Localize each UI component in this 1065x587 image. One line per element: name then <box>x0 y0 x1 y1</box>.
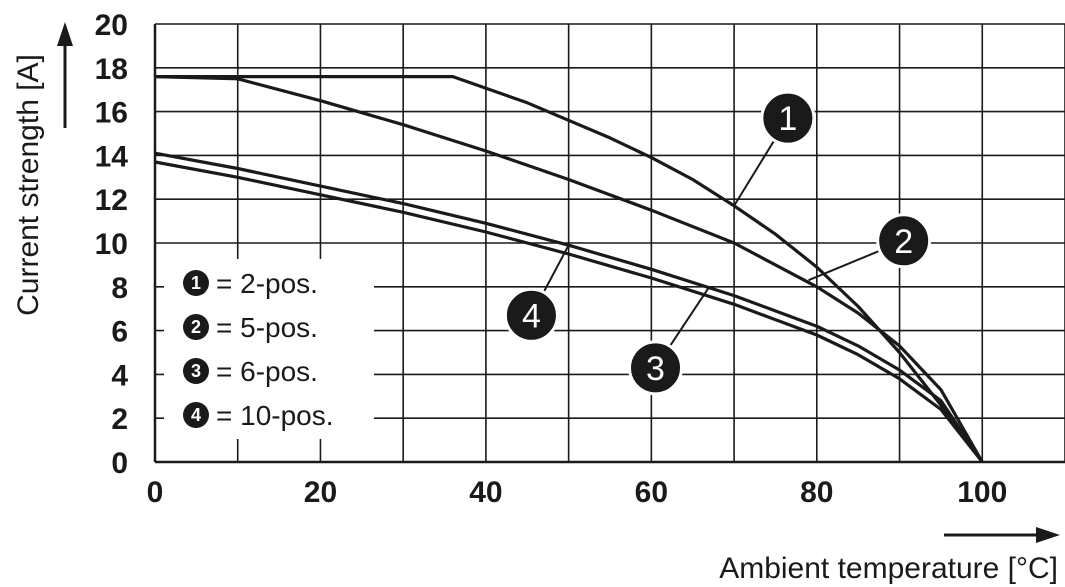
x-tick-label: 0 <box>147 476 164 509</box>
series-line-2 <box>154 75 984 463</box>
callout-number-4: 4 <box>522 297 541 335</box>
legend-marker-number-1: 1 <box>191 273 201 293</box>
legend-label-2: = 5-pos. <box>216 312 318 343</box>
y-tick-label: 0 <box>111 447 128 480</box>
callout-marker-1 <box>760 90 816 146</box>
legend-label-1: = 2-pos. <box>216 268 318 299</box>
callout-number-3: 3 <box>646 350 665 388</box>
callout-marker-4 <box>503 287 559 343</box>
x-tick-label: 60 <box>635 476 668 509</box>
y-tick-label: 2 <box>111 403 128 436</box>
y-tick-label: 20 <box>95 9 128 42</box>
callouts: 1 2 3 4 <box>503 90 932 396</box>
grid <box>153 23 1065 464</box>
series-line-3 <box>154 160 984 463</box>
callout-number-1: 1 <box>778 100 797 138</box>
axis-titles: Current strength [A] Ambient temperature… <box>12 22 1060 585</box>
y-axis-label: Current strength [A] <box>12 54 45 316</box>
y-tick-label: 14 <box>95 140 129 173</box>
x-axis-label: Ambient temperature [°C] <box>719 552 1058 585</box>
y-tick-label: 18 <box>95 53 128 86</box>
legend: 1 = 2-pos. 2 = 5-pos. 3 = 6-pos. 4 = 10-pos. <box>164 259 374 439</box>
y-tick-label: 4 <box>111 359 128 392</box>
x-tick-label: 80 <box>800 476 833 509</box>
legend-marker-number-4: 4 <box>191 405 201 425</box>
x-tick-label: 100 <box>957 476 1007 509</box>
x-tick-label: 40 <box>469 476 502 509</box>
x-axis-arrowhead <box>1036 527 1060 543</box>
legend-marker-4 <box>183 402 209 428</box>
y-tick-label: 10 <box>95 228 128 261</box>
y-tick-label: 16 <box>95 97 128 130</box>
legend-marker-number-3: 3 <box>191 361 201 381</box>
legend-marker-number-2: 2 <box>191 317 201 337</box>
legend-marker-2 <box>183 314 209 340</box>
y-axis-arrowhead <box>57 22 73 46</box>
legend-label-3: = 6-pos. <box>216 356 318 387</box>
legend-marker-3 <box>183 358 209 384</box>
y-tick-label: 12 <box>95 184 128 217</box>
series-lines <box>154 75 984 463</box>
legend-label-4: = 10-pos. <box>216 400 334 431</box>
callout-marker-3 <box>628 340 683 396</box>
y-tick-label: 6 <box>111 316 128 349</box>
y-tick-label: 8 <box>111 272 128 305</box>
callout-marker-2 <box>876 213 932 269</box>
callout-number-2: 2 <box>894 223 913 261</box>
series-line-4 <box>154 151 984 463</box>
x-tick-label: 20 <box>304 476 337 509</box>
series-line-1 <box>155 75 984 463</box>
legend-marker-1 <box>183 270 209 296</box>
